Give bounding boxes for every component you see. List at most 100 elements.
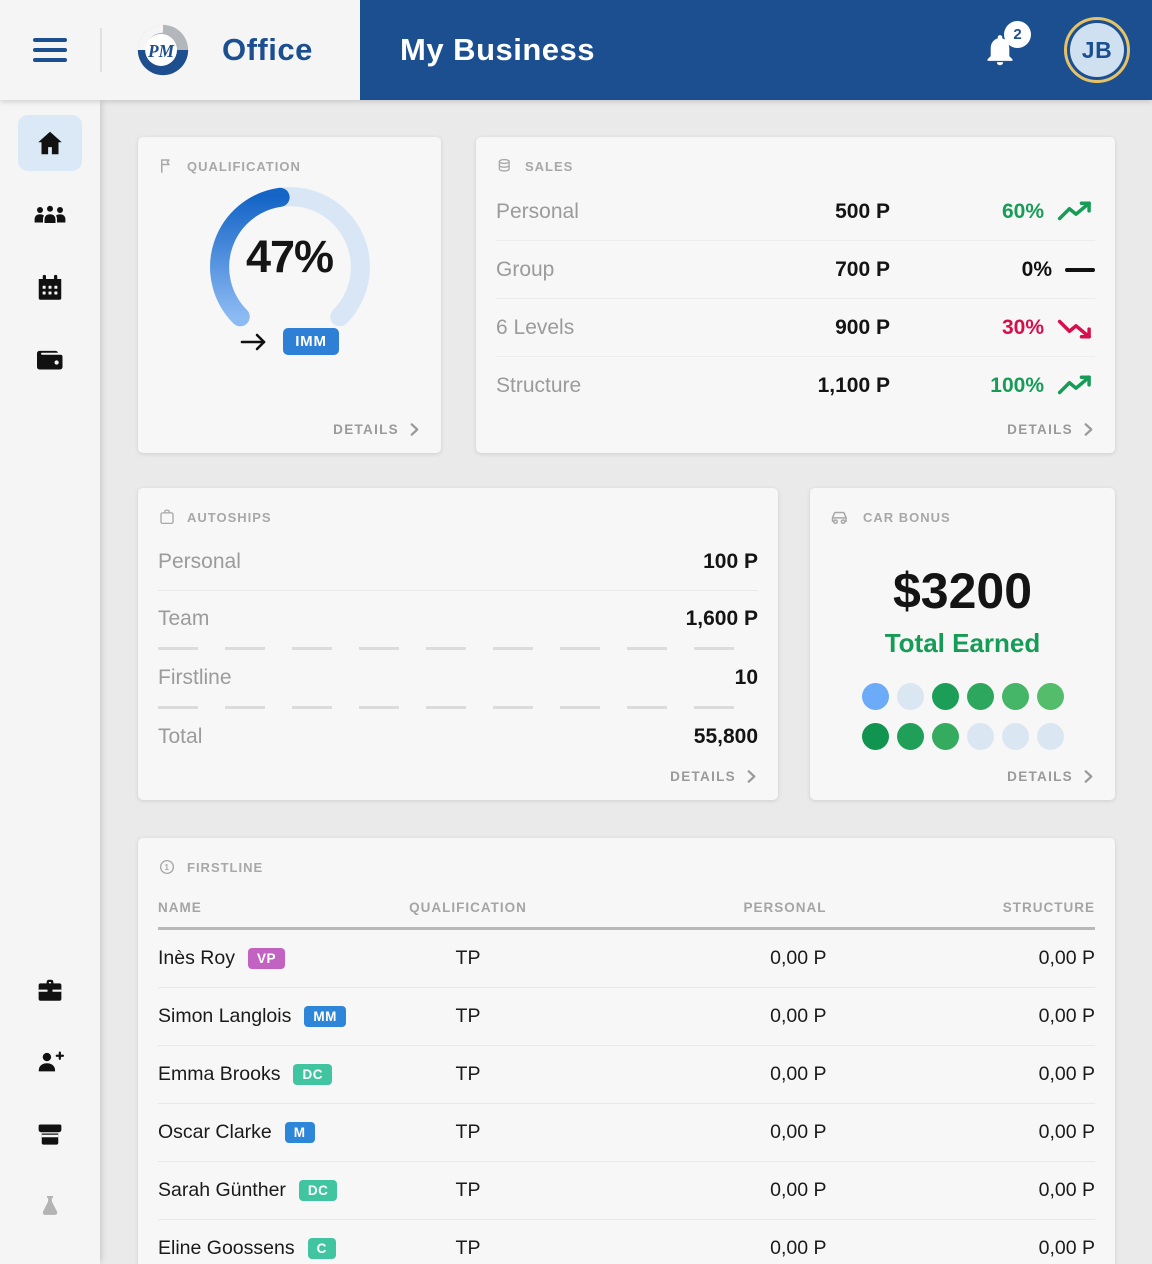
sales-row: Personal 500 P 60% <box>496 183 1095 241</box>
member-name: Sarah Günther <box>158 1179 286 1201</box>
add-person-icon <box>38 1051 65 1072</box>
sales-row-value: 500 P <box>835 199 890 223</box>
rank-badge: M <box>284 1122 315 1143</box>
card-title-label: SALES <box>525 158 574 174</box>
sidebar-item-business[interactable] <box>18 962 82 1018</box>
member-structure: 0,00 P <box>1038 1179 1095 1201</box>
sidebar-item-add-person[interactable] <box>18 1034 82 1090</box>
autoships-row-value: 55,800 <box>693 725 758 748</box>
table-row[interactable]: Emma Brooks DC TP 0,00 P 0,00 P <box>158 1046 1095 1104</box>
table-row[interactable]: Simon Langlois MM TP 0,00 P 0,00 P <box>158 988 1095 1046</box>
bonus-dot <box>896 723 924 750</box>
sidebar-item-wallet[interactable] <box>18 331 82 387</box>
main-content: QUALIFICATION 47% IMM <box>100 100 1152 1264</box>
member-qualification: TP <box>455 1005 481 1027</box>
autoships-card: AUTOSHIPS Personal 100 P Team 1,600 P Fi… <box>138 488 778 800</box>
svg-text:1: 1 <box>164 863 169 872</box>
card-title-label: FIRSTLINE <box>187 859 264 875</box>
autoships-row: Total 55,800 <box>158 709 758 765</box>
qualification-card: QUALIFICATION 47% IMM <box>138 137 441 453</box>
member-personal: 0,00 P <box>770 1237 827 1259</box>
bonus-dot <box>966 723 994 750</box>
member-qualification: TP <box>455 1063 481 1085</box>
member-qualification: TP <box>455 1237 481 1259</box>
trending-up-icon <box>1057 201 1091 220</box>
car-bonus-details-link[interactable]: DETAILS <box>1007 769 1095 784</box>
member-name: Simon Langlois <box>158 1005 292 1027</box>
chevron-right-icon <box>1084 770 1093 783</box>
col-header-structure: STRUCTURE <box>1002 900 1095 915</box>
notifications-button[interactable]: 2 <box>982 21 1031 69</box>
bonus-dot <box>1001 723 1029 750</box>
sales-row: 6 Levels 900 P 30% <box>496 299 1095 357</box>
shop-icon <box>38 1124 62 1145</box>
pm-logo: PM <box>137 24 189 76</box>
qualification-percent: 47% <box>245 231 334 282</box>
table-row[interactable]: Sarah Günther DC TP 0,00 P 0,00 P <box>158 1162 1095 1220</box>
member-personal: 0,00 P <box>770 1063 827 1085</box>
sales-row-value: 700 P <box>835 257 890 281</box>
wallet-icon <box>37 350 63 370</box>
details-label: DETAILS <box>1007 422 1073 437</box>
qualification-details-link[interactable]: DETAILS <box>333 422 421 437</box>
arrow-right-icon <box>240 333 266 350</box>
rank-badge: VP <box>247 948 285 969</box>
autoships-row-label: Total <box>158 725 203 748</box>
sales-row-percent: 100% <box>990 373 1044 397</box>
sales-details-link[interactable]: DETAILS <box>1007 422 1095 437</box>
bonus-dot <box>1036 723 1064 750</box>
sales-row: Structure 1,100 P 100% <box>496 357 1095 414</box>
rank-badge: C <box>307 1238 336 1259</box>
circled-one-icon: 1 <box>159 859 175 875</box>
trending-down-icon <box>1057 319 1091 338</box>
col-header-personal: PERSONAL <box>743 900 827 915</box>
rank-badge: MM <box>304 1006 346 1027</box>
sidebar-item-team[interactable] <box>18 187 82 243</box>
sidebar-item-lab[interactable] <box>18 1178 82 1234</box>
card-title-label: AUTOSHIPS <box>187 509 272 525</box>
member-structure: 0,00 P <box>1038 1121 1095 1143</box>
notification-count-badge: 2 <box>1004 21 1031 48</box>
sales-row-label: Structure <box>496 373 582 397</box>
chevron-right-icon <box>1084 423 1093 436</box>
member-personal: 0,00 P <box>770 1121 827 1143</box>
col-header-qualification: QUALIFICATION <box>409 900 527 915</box>
bonus-dot <box>966 683 994 710</box>
lab-flask-icon <box>42 1195 58 1215</box>
pm-logo-letters: PM <box>147 41 175 61</box>
page-title: My Business <box>400 32 596 67</box>
member-qualification: TP <box>455 1121 481 1143</box>
divider <box>158 590 758 591</box>
sales-card: SALES Personal 500 P 60% Group 700 P <box>476 137 1115 453</box>
top-bar-left: PM Office <box>0 0 360 100</box>
table-row[interactable]: Oscar Clarke M TP 0,00 P 0,00 P <box>158 1104 1095 1162</box>
car-icon <box>831 511 847 525</box>
rank-badge: DC <box>298 1180 338 1201</box>
dashed-divider <box>158 706 758 709</box>
sidebar-item-shop[interactable] <box>18 1106 82 1162</box>
sales-row-value: 1,100 P <box>817 373 890 397</box>
avatar-initials: JB <box>1070 23 1124 77</box>
member-qualification: TP <box>455 1179 481 1201</box>
bonus-dot <box>1036 683 1064 710</box>
autoships-details-link[interactable]: DETAILS <box>670 769 758 784</box>
avatar[interactable]: JB <box>1064 17 1130 83</box>
car-bonus-caption: Total Earned <box>884 628 1041 658</box>
package-icon <box>160 509 174 525</box>
table-row[interactable]: Eline Goossens C TP 0,00 P 0,00 P <box>158 1220 1095 1264</box>
sidebar-item-home[interactable] <box>18 115 82 171</box>
card-title-label: CAR BONUS <box>863 509 951 525</box>
car-bonus-amount: $3200 <box>892 563 1033 619</box>
member-personal: 0,00 P <box>770 1005 827 1027</box>
table-row[interactable]: Inès Roy VP TP 0,00 P 0,00 P <box>158 930 1095 988</box>
sidebar-item-calendar[interactable] <box>18 259 82 315</box>
chevron-right-icon <box>410 423 419 436</box>
briefcase-icon <box>38 979 62 1001</box>
member-structure: 0,00 P <box>1038 1063 1095 1085</box>
top-bar: PM Office My Business 2 JB <box>0 0 1152 100</box>
autoships-row-value: 100 P <box>703 550 758 573</box>
col-header-name: NAME <box>158 900 202 915</box>
car-bonus-progress-dots <box>861 683 1064 750</box>
hamburger-menu-icon[interactable] <box>33 38 67 62</box>
car-bonus-card: CAR BONUS $3200 Total Earned DETAILS <box>810 488 1115 800</box>
